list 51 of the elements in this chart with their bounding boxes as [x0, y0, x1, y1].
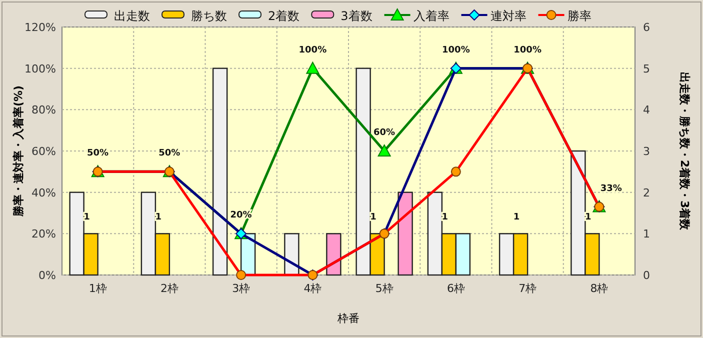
data-label: 1	[155, 212, 162, 223]
legend-label: 連対率	[490, 9, 526, 23]
y-tick-label: 0%	[38, 269, 56, 282]
y-axis-title: 勝率・連対率・入着率(%)	[12, 85, 25, 218]
y-tick-label: 80%	[32, 104, 56, 117]
y2-tick-label: 6	[643, 21, 650, 34]
y-tick-label: 40%	[32, 186, 56, 200]
x-tick-label: 6枠	[446, 282, 465, 295]
y-tick-label: 100%	[24, 62, 56, 76]
data-label: 100%	[298, 45, 327, 56]
y2-tick-label: 0	[643, 269, 650, 282]
y-tick-label: 60%	[32, 145, 56, 158]
bar	[398, 192, 413, 276]
legend-label: 2着数	[268, 9, 300, 23]
data-label: 1	[442, 212, 448, 223]
data-label: 1	[513, 212, 520, 223]
legend-label: 勝率	[567, 9, 592, 23]
data-label: 100%	[514, 45, 542, 56]
legend-label: 勝ち数	[191, 9, 227, 23]
point	[378, 144, 391, 156]
data-label: 1	[585, 212, 592, 223]
y2-tick-label: 2	[643, 186, 650, 200]
point	[306, 62, 320, 74]
bar	[326, 233, 342, 276]
data-label: 33%	[600, 184, 622, 194]
x-tick-label: 1枠	[88, 282, 107, 295]
y-tick-label: 20%	[32, 228, 56, 241]
data-label: 1	[370, 212, 376, 223]
x-tick-label: 3枠	[232, 282, 250, 295]
data-label: 50%	[158, 148, 180, 159]
legend-label: 入着率	[413, 9, 450, 23]
x-tick-label: 4枠	[304, 282, 322, 295]
bar	[212, 68, 228, 276]
y-tick-label: 120%	[24, 21, 56, 34]
y2-tick-label: 1	[643, 228, 650, 241]
y2-tick-label: 3	[643, 145, 650, 158]
data-label: 1	[84, 212, 90, 223]
x-axis-title: 枠番	[336, 312, 360, 325]
bar	[284, 233, 300, 276]
x-tick-label: 8枠	[590, 282, 608, 295]
y2-tick-label: 4	[643, 104, 650, 117]
x-tick-label: 5枠	[375, 282, 394, 295]
legend-label: 出走数	[114, 9, 150, 23]
legend-label: 3着数	[340, 9, 372, 23]
x-tick-label: 7枠	[518, 282, 537, 295]
data-label: 60%	[374, 128, 396, 138]
data-label: 50%	[87, 148, 109, 159]
x-tick-label: 2枠	[160, 282, 178, 295]
y2-axis-title: 出走数・勝ち数・2着数・3着数	[678, 72, 691, 232]
y2-tick-label: 5	[643, 62, 650, 76]
data-label: 100%	[442, 45, 470, 56]
